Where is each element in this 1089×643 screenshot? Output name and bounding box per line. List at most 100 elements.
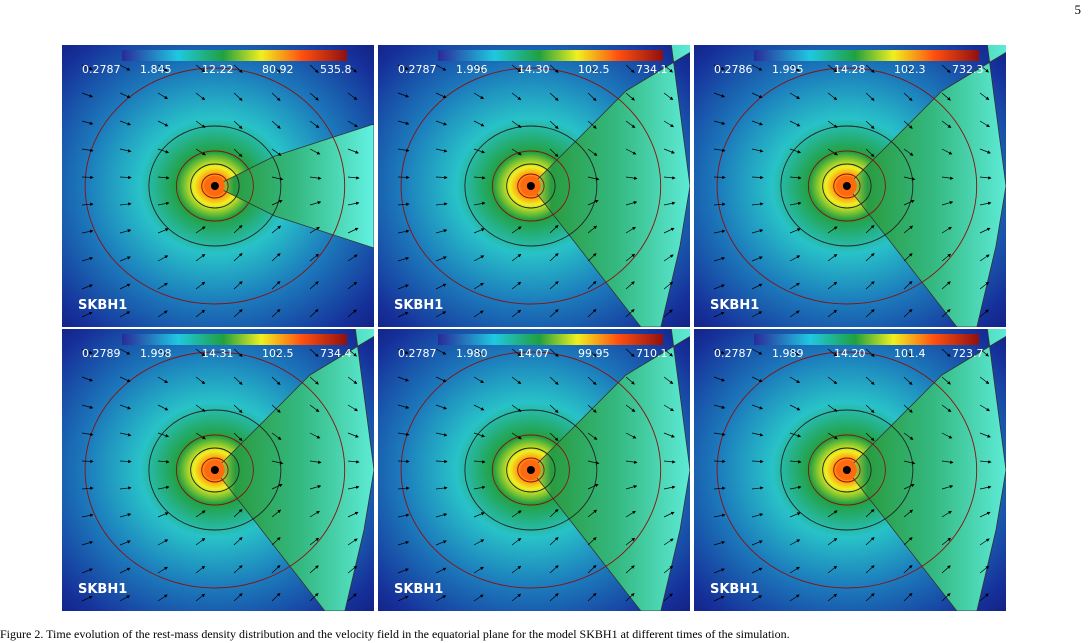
velocity-arrow — [195, 120, 206, 128]
velocity-arrow — [625, 281, 635, 290]
velocity-arrow — [751, 540, 763, 546]
velocity-arrow — [233, 565, 243, 574]
colorbar-label: 1.995 — [772, 63, 804, 76]
velocity-arrow — [751, 311, 763, 318]
velocity-arrow — [549, 120, 559, 129]
velocity-arrow — [663, 485, 676, 490]
velocity-arrow — [663, 120, 674, 128]
velocity-arrow — [81, 348, 93, 354]
velocity-arrow — [903, 200, 915, 206]
velocity-arrow — [587, 564, 597, 574]
velocity-arrow — [941, 253, 952, 262]
velocity-arrow — [663, 376, 674, 385]
velocity-arrow — [663, 538, 674, 546]
velocity-arrow — [195, 253, 206, 262]
velocity-arrow — [397, 148, 410, 153]
colorbar-label: 14.28 — [834, 63, 866, 76]
velocity-arrow — [979, 201, 992, 206]
velocity-arrow — [941, 92, 951, 101]
shock-region — [846, 329, 1006, 611]
velocity-arrow — [119, 148, 132, 153]
velocity-arrow — [625, 404, 636, 413]
velocity-arrow — [473, 64, 484, 72]
velocity-arrow — [903, 64, 913, 74]
velocity-arrow — [233, 376, 243, 385]
velocity-arrow — [435, 202, 448, 206]
velocity-arrow — [865, 148, 875, 158]
velocity-arrow — [473, 282, 484, 290]
colorbar-label: 734.1 — [636, 63, 668, 76]
contour — [822, 163, 872, 209]
velocity-arrow — [587, 64, 597, 74]
velocity-arrow — [625, 485, 638, 490]
velocity-arrow — [827, 565, 838, 574]
velocity-arrow — [663, 309, 673, 318]
velocity-arrow — [865, 224, 875, 234]
velocity-arrow — [549, 593, 559, 602]
contour — [201, 457, 229, 483]
velocity-arrow — [549, 348, 559, 357]
velocity-arrow — [625, 593, 635, 602]
velocity-arrow — [473, 432, 486, 438]
contour — [400, 67, 662, 305]
velocity-arrow — [713, 311, 725, 318]
velocity-arrow — [713, 376, 725, 382]
velocity-arrow — [587, 460, 600, 465]
velocity-arrow — [941, 309, 951, 318]
velocity-arrow — [751, 92, 763, 99]
velocity-arrow — [751, 348, 763, 355]
velocity-arrow — [397, 64, 409, 70]
velocity-arrow — [157, 201, 170, 206]
velocity-arrow — [663, 176, 676, 180]
contour — [807, 434, 886, 506]
velocity-arrow — [347, 511, 359, 518]
black-hole — [842, 182, 851, 190]
velocity-arrow — [827, 64, 838, 73]
velocity-arrow — [119, 540, 131, 546]
velocity-arrow — [789, 255, 801, 262]
velocity-arrow — [789, 376, 801, 384]
velocity-arrow — [157, 228, 169, 234]
velocity-arrow — [903, 484, 915, 490]
contour — [807, 150, 886, 222]
velocity-arrow — [271, 537, 281, 546]
velocity-arrow — [549, 537, 559, 546]
velocity-arrow — [157, 92, 169, 100]
velocity-arrow — [347, 176, 360, 180]
velocity-arrow — [713, 64, 725, 70]
velocity-arrow — [625, 226, 636, 234]
velocity-arrow — [903, 404, 913, 413]
velocity-arrow — [397, 513, 410, 518]
velocity-arrow — [119, 256, 131, 262]
velocity-arrow — [397, 92, 409, 98]
contour — [190, 447, 240, 493]
panel-image — [378, 329, 690, 611]
velocity-arrow — [625, 432, 637, 439]
contour — [400, 351, 662, 589]
velocity-arrow — [941, 226, 952, 234]
contour — [506, 163, 556, 209]
velocity-arrow — [751, 283, 763, 290]
velocity-arrow — [751, 567, 763, 574]
velocity-arrow — [195, 404, 206, 412]
colorbar-label: 14.07 — [518, 347, 550, 360]
velocity-arrow — [587, 280, 597, 290]
velocity-arrow — [347, 92, 358, 101]
velocity-arrow — [713, 540, 726, 546]
velocity-arrow — [195, 148, 206, 156]
black-hole — [210, 182, 219, 190]
velocity-arrow — [195, 593, 206, 602]
velocity-arrow — [713, 595, 725, 602]
velocity-arrow — [549, 508, 559, 518]
velocity-arrow — [397, 486, 410, 491]
velocity-arrow — [751, 120, 764, 126]
velocity-arrow — [233, 537, 243, 546]
velocity-arrow — [587, 148, 598, 156]
velocity-arrow — [789, 148, 802, 154]
contour — [780, 409, 914, 531]
velocity-arrow — [865, 281, 875, 290]
velocity-arrow — [473, 376, 485, 384]
velocity-arrow — [549, 64, 559, 73]
velocity-arrow — [625, 64, 635, 73]
contour — [190, 163, 240, 209]
